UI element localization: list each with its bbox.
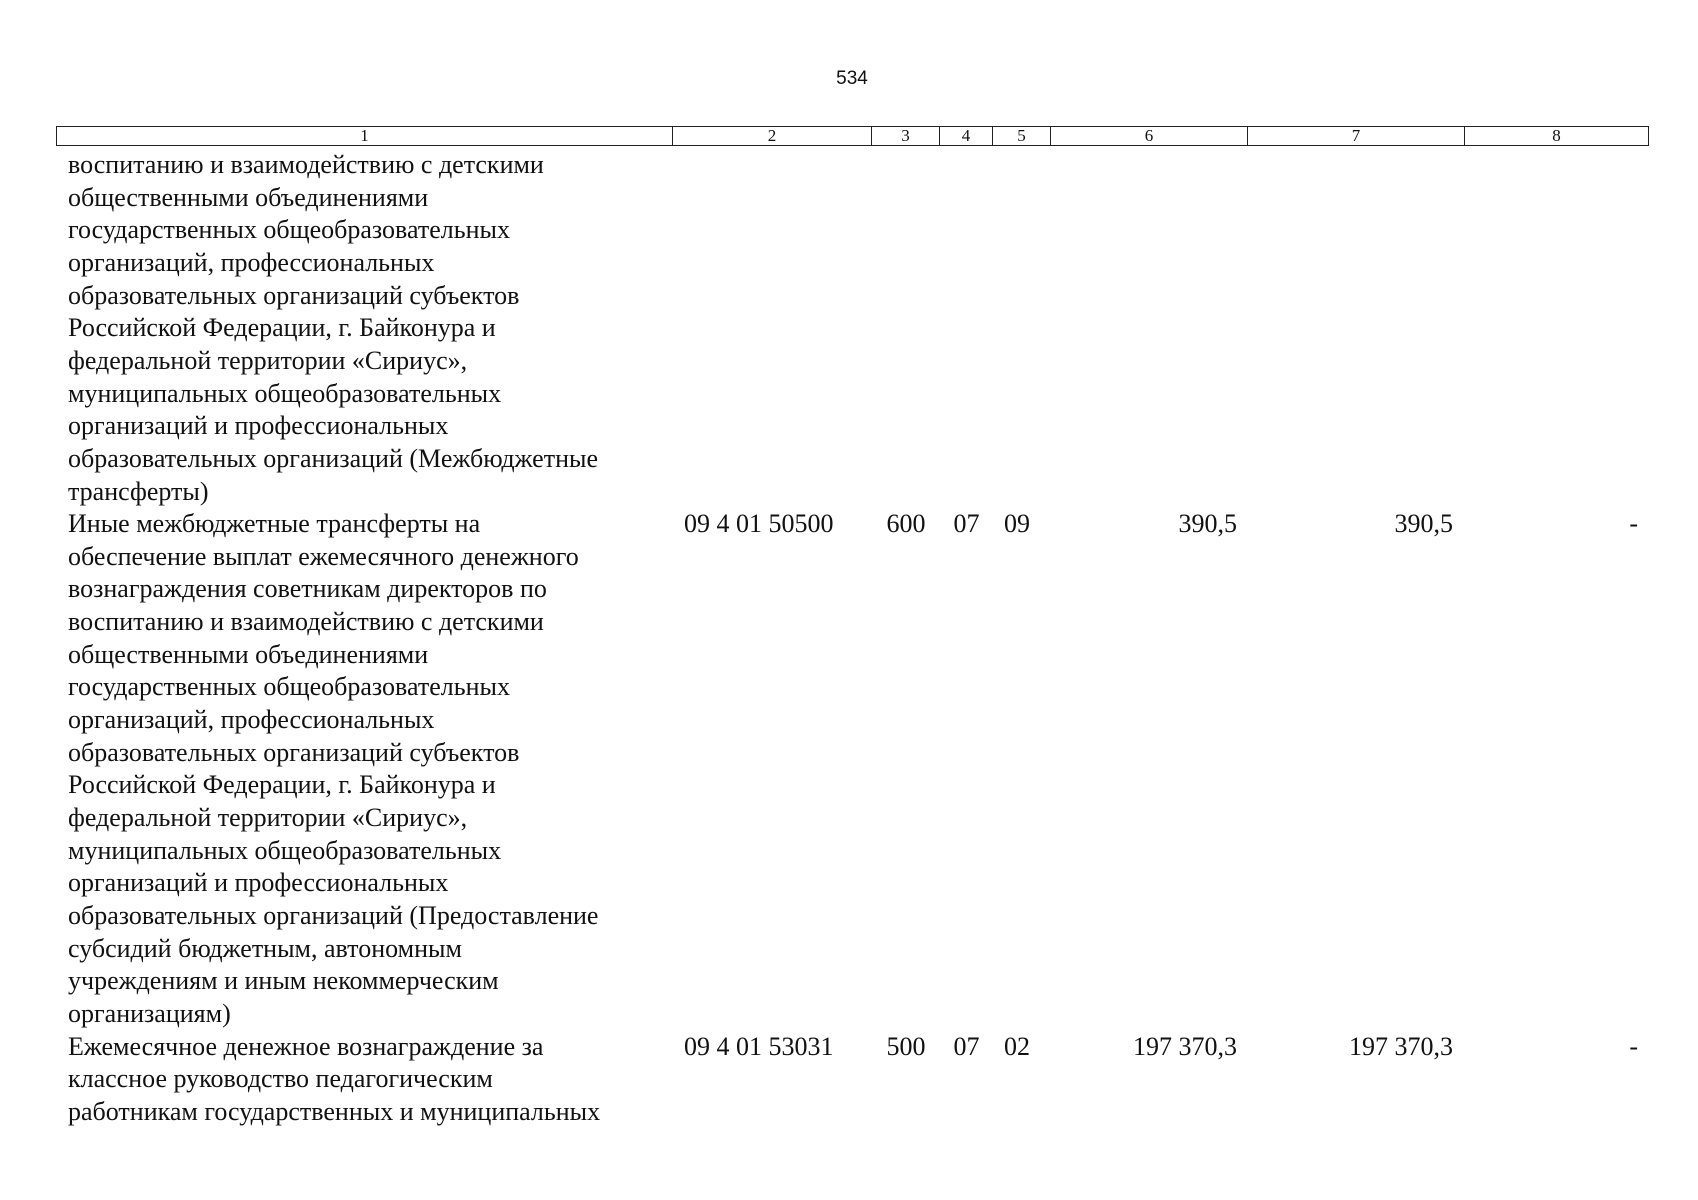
subsection-cell: 09 — [1004, 509, 1030, 539]
row-name-line: организаций и профессиональных — [68, 411, 449, 441]
header-cell: 8 — [1464, 126, 1649, 146]
amount-cell: 390,5 — [1178, 509, 1238, 539]
row-name-line: Российской Федерации, г. Байконура и — [68, 313, 496, 343]
row-name-line: организаций, профессиональных — [68, 705, 435, 735]
row-name-line: муниципальных общеобразовательных — [68, 378, 502, 408]
page-number: 534 — [836, 68, 868, 89]
row-name-line: государственных общеобразовательных — [68, 215, 510, 245]
row-name-line: воспитанию и взаимодействию с детскими — [68, 607, 544, 637]
header-cell: 5 — [992, 126, 1051, 146]
row-name-line: федеральной территории «Сириус», — [68, 803, 468, 832]
row-name-line: Иные межбюджетные трансферты на — [68, 509, 481, 539]
amount-cell: 197 370,3 — [1349, 1031, 1453, 1061]
row-name-line: общественными объединениями — [68, 639, 429, 669]
section-cell: 07 — [953, 509, 980, 539]
amount-cell: 197 370,3 — [1133, 1031, 1237, 1061]
row-name-line: федеральной территории «Сириус», — [68, 345, 468, 375]
code-cell: 09 4 01 50500 — [684, 509, 834, 539]
row-name-line: трансферты) — [68, 476, 209, 506]
row-name-line: организаций и профессиональных — [68, 868, 449, 898]
subsection-cell: 02 — [1004, 1031, 1030, 1061]
amount-cell: 390,5 — [1394, 509, 1454, 539]
row-name-line: Российской Федерации, г. Байконура и — [68, 770, 496, 800]
type-cell: 500 — [886, 1031, 926, 1061]
row-name-line: субсидий бюджетным, автономным — [68, 933, 462, 963]
code-cell: 09 4 01 53031 — [684, 1031, 834, 1061]
row-name-line: муниципальных общеобразовательных — [68, 835, 502, 865]
header-cell: 1 — [56, 126, 673, 146]
row-name-line: Ежемесячное денежное вознаграждение за — [68, 1031, 544, 1061]
header-cell: 2 — [672, 126, 872, 146]
row-name-line: обеспечение выплат ежемесячного денежног… — [68, 541, 579, 571]
row-name-line: образовательных организаций (Предоставле… — [68, 900, 599, 930]
row-name-line: учреждениям и иным некоммерческим — [68, 966, 499, 996]
amount-cell: - — [1629, 1031, 1638, 1061]
section-cell: 07 — [953, 1031, 980, 1061]
row-name-line: государственных общеобразовательных — [68, 672, 510, 702]
row-name-line: общественными объединениями — [68, 182, 429, 212]
row-name-line: вознаграждения советникам директоров по — [68, 574, 547, 604]
header-cell: 3 — [871, 126, 940, 146]
row-name-line: воспитанию и взаимодействию с детскими — [68, 150, 544, 179]
row-name-line: образовательных организаций субъектов — [68, 737, 520, 767]
type-cell: 600 — [886, 509, 926, 539]
row-name-line: образовательных организаций (Межбюджетны… — [68, 443, 598, 473]
row-name-line: организаций, профессиональных — [68, 247, 435, 277]
row-name-line: работникам государственных и муниципальн… — [68, 1096, 601, 1126]
header-cell: 7 — [1247, 126, 1465, 146]
header-cell: 4 — [939, 126, 993, 146]
header-cell: 6 — [1050, 126, 1248, 146]
row-name-line: организациям) — [68, 998, 231, 1028]
amount-cell: - — [1629, 509, 1638, 539]
row-name-line: классное руководство педагогическим — [68, 1064, 493, 1094]
row-name-line: образовательных организаций субъектов — [68, 280, 520, 310]
